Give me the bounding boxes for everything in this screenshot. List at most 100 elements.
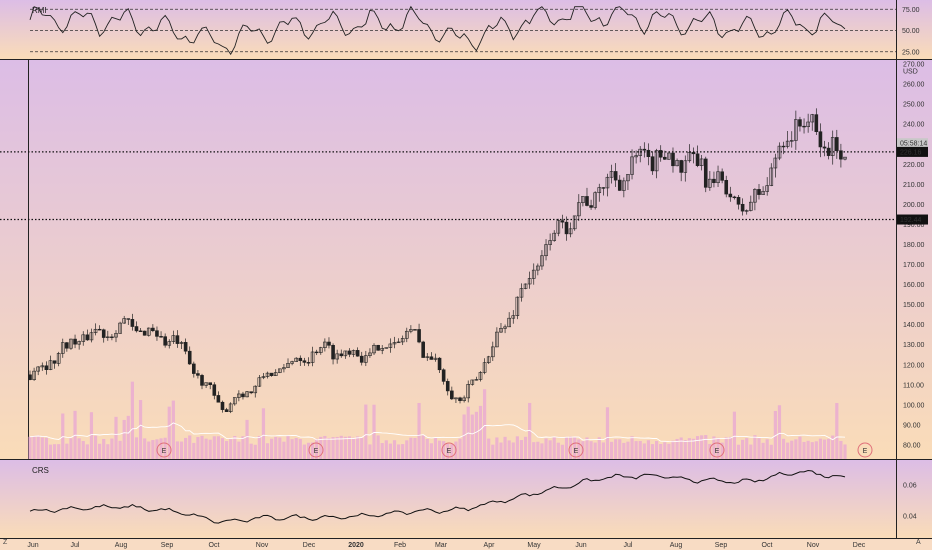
candle-body — [151, 327, 155, 332]
candle-body — [585, 196, 589, 206]
volume-bar — [106, 444, 110, 459]
candle-body — [765, 185, 769, 192]
volume-bar — [192, 442, 196, 459]
earnings-marker[interactable]: E — [857, 442, 873, 458]
volume-bar — [761, 442, 765, 459]
axes: Jun Jul Aug Sep Oct Nov Dec 2020 Feb Mar Apr May Jun… — [27, 542, 865, 549]
candle-body — [458, 397, 462, 401]
volume-bar — [179, 441, 184, 459]
volume-bar — [175, 441, 180, 459]
candle-body — [503, 326, 507, 329]
volume-bar — [691, 438, 696, 459]
earnings-letter: E — [574, 448, 579, 455]
rmi-indicator[interactable]: 75.00 50.00 25.00 — [29, 5, 920, 57]
volume-bar — [122, 419, 126, 459]
candle-body — [499, 327, 503, 333]
volume-bar — [40, 437, 44, 459]
crs-line[interactable] — [29, 469, 846, 524]
volume-bar — [446, 443, 450, 459]
time-axis-label: Jun — [27, 542, 38, 549]
earnings-marker[interactable]: E — [308, 442, 324, 458]
volume-bar — [552, 436, 556, 459]
volume-bar — [667, 443, 671, 459]
candle-body — [200, 375, 204, 386]
candle-body — [597, 187, 602, 194]
candle-body — [732, 196, 737, 199]
corner-right-button[interactable]: A — [916, 539, 921, 546]
rmi-label[interactable]: RMI — [32, 6, 47, 15]
candle-body — [450, 390, 454, 400]
candle-body — [740, 203, 745, 212]
volume-bar — [343, 436, 347, 459]
volume-ma-line — [29, 422, 846, 443]
candle-body — [331, 345, 335, 360]
candle-body — [179, 342, 184, 344]
crs-indicator[interactable]: 0.06 0.04 — [29, 469, 917, 524]
candle-body — [159, 336, 163, 338]
price-chart[interactable]: 270.00260.00250.00240.00230.00220.00210.… — [0, 62, 928, 459]
volume-bar — [589, 441, 593, 459]
candle-body — [601, 187, 606, 189]
candle-body — [507, 317, 511, 328]
volume-bar — [401, 444, 405, 459]
candle-body — [515, 296, 520, 317]
volume-bar — [208, 439, 212, 459]
candle-body — [527, 278, 532, 285]
earnings-marker[interactable]: E — [709, 442, 725, 458]
volume-bar — [347, 436, 352, 459]
candle-body — [318, 347, 323, 353]
candle-body — [789, 140, 794, 142]
time-axis-label: Mar — [435, 542, 448, 549]
earnings-marker[interactable]: E — [568, 442, 584, 458]
candle-body — [114, 333, 118, 338]
candle-body — [228, 403, 233, 412]
earnings-marker[interactable]: E — [156, 442, 172, 458]
candle-body — [454, 397, 458, 400]
earnings-letter: E — [162, 448, 167, 455]
candle-body — [536, 265, 540, 271]
candle-body — [187, 350, 192, 365]
volume-bar — [134, 437, 139, 459]
volume-bar — [290, 439, 294, 459]
candle-body — [384, 347, 389, 349]
volume-bar — [310, 442, 315, 459]
candle-body — [736, 197, 741, 205]
support-price-label: 192.44 — [900, 217, 922, 224]
candle-body — [798, 119, 802, 127]
volume-bar — [712, 436, 716, 459]
volume-bar — [81, 441, 85, 459]
candle-body — [511, 315, 516, 319]
earnings-marker[interactable]: E — [441, 442, 457, 458]
candle-body — [52, 360, 57, 364]
candle-body — [523, 283, 528, 289]
volume-bar — [245, 419, 249, 459]
rmi-line[interactable] — [29, 5, 846, 56]
earnings-circle — [857, 442, 873, 458]
candle-body — [474, 379, 479, 381]
volume-bar — [261, 408, 266, 459]
volume-bar — [143, 438, 147, 459]
earnings-circle — [441, 442, 457, 458]
volume-bar — [52, 444, 57, 459]
volume-bar — [171, 400, 175, 459]
crs-label[interactable]: CRS — [32, 466, 49, 475]
candle-body — [327, 341, 331, 346]
volume-bar — [626, 441, 630, 459]
volume-bar — [392, 440, 397, 459]
candle-body — [237, 393, 241, 398]
volume-bar — [233, 436, 237, 459]
candle-body — [126, 318, 131, 320]
time-axis-label: Feb — [394, 542, 406, 549]
corner-left-button[interactable]: Z — [3, 539, 8, 546]
price-tick-label: 240.00 — [903, 122, 925, 129]
volume-bar — [814, 441, 818, 459]
volume-bar — [323, 435, 327, 459]
candle-body — [576, 202, 581, 217]
candle-body — [540, 255, 544, 267]
candle-body — [196, 373, 200, 376]
volume-bar — [126, 415, 130, 459]
candle-body — [65, 342, 69, 349]
candle-body — [69, 338, 73, 349]
candle-body — [667, 152, 671, 160]
